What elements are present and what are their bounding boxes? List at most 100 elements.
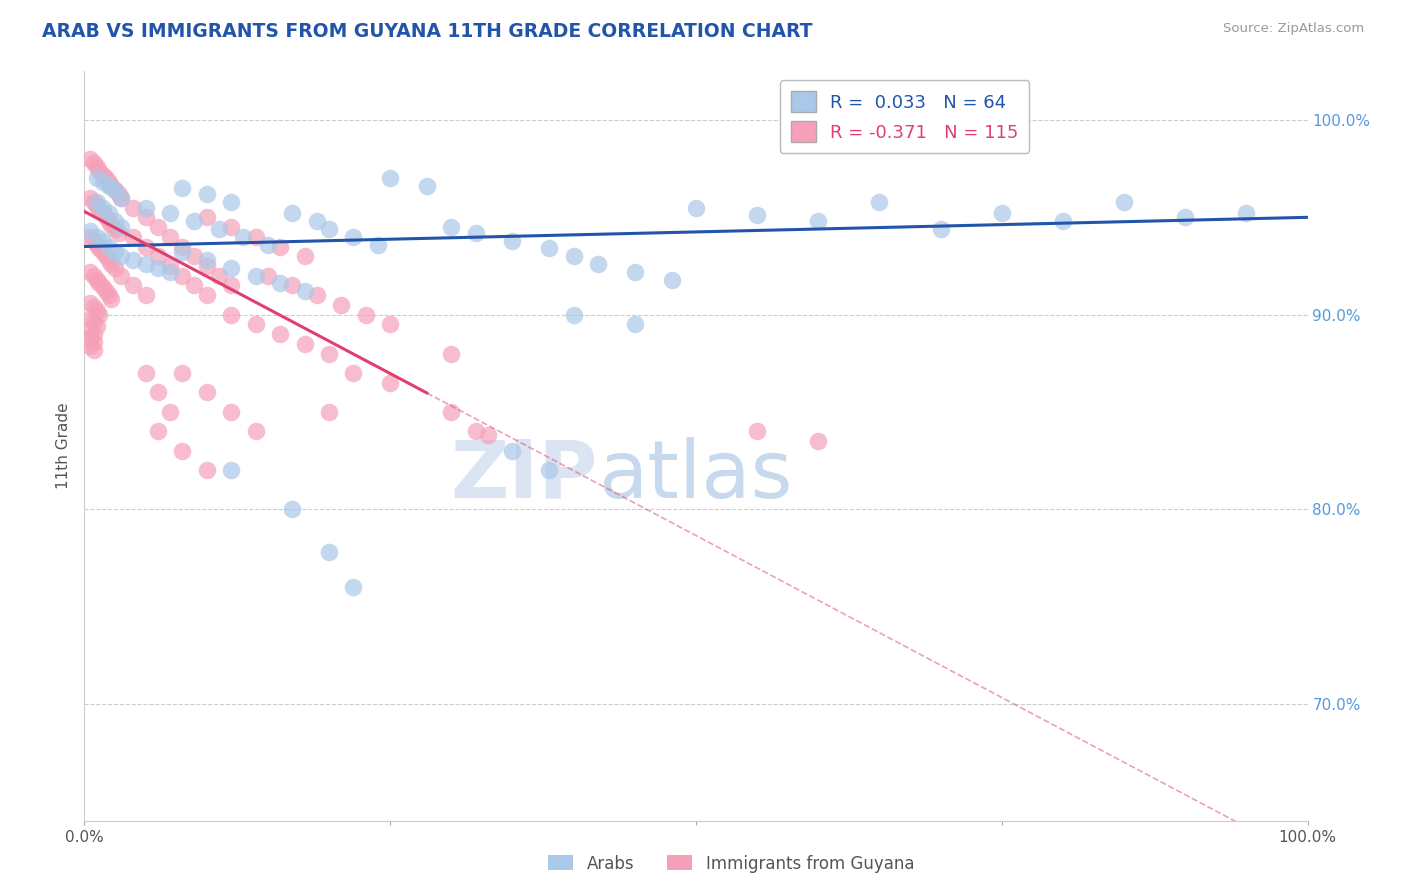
Point [208, 222, 231, 236]
Point [79, 296, 101, 310]
Point [96, 249, 118, 263]
Point [159, 265, 181, 279]
Point [440, 405, 463, 419]
Point [83, 327, 105, 342]
Point [502, 443, 524, 458]
Point [100, 218, 122, 232]
Point [146, 220, 169, 235]
Point [586, 257, 609, 271]
Point [146, 260, 169, 275]
Point [96, 285, 118, 299]
Point [305, 214, 328, 228]
Point [747, 425, 769, 439]
Point [79, 311, 101, 326]
Point [354, 308, 377, 322]
Point [869, 194, 891, 209]
Point [135, 288, 157, 302]
Point [96, 211, 118, 225]
Point [245, 318, 267, 332]
Point [104, 214, 127, 228]
Point [79, 152, 101, 166]
Point [330, 298, 353, 312]
Point [83, 334, 105, 349]
Point [232, 229, 254, 244]
Point [172, 443, 194, 458]
Point [86, 237, 108, 252]
Text: ARAB VS IMMIGRANTS FROM GUYANA 11TH GRADE CORRELATION CHART: ARAB VS IMMIGRANTS FROM GUYANA 11TH GRAD… [42, 22, 813, 41]
Point [159, 405, 181, 419]
Point [97, 214, 120, 228]
Point [135, 366, 157, 380]
Point [380, 171, 402, 186]
Point [1174, 211, 1197, 225]
Point [281, 206, 304, 220]
Point [135, 201, 157, 215]
Point [122, 278, 145, 293]
Point [1052, 214, 1074, 228]
Point [86, 303, 108, 318]
Point [83, 300, 105, 314]
Point [172, 268, 194, 283]
Point [661, 272, 683, 286]
Point [159, 259, 181, 273]
Point [79, 339, 101, 353]
Point [294, 249, 316, 263]
Point [135, 211, 157, 225]
Point [79, 265, 101, 279]
Point [86, 160, 108, 174]
Point [104, 183, 127, 197]
Point [110, 268, 132, 283]
Point [477, 428, 499, 442]
Point [122, 253, 145, 268]
Point [100, 257, 122, 271]
Point [146, 425, 169, 439]
Point [79, 224, 101, 238]
Point [110, 191, 132, 205]
Point [100, 179, 122, 194]
Point [685, 201, 707, 215]
Point [110, 191, 132, 205]
Point [219, 308, 242, 322]
Point [97, 239, 120, 253]
Point [87, 277, 110, 291]
Point [79, 331, 101, 345]
Point [269, 239, 291, 253]
Text: ZIP: ZIP [451, 437, 598, 515]
Point [87, 202, 110, 217]
Point [86, 199, 108, 213]
Text: atlas: atlas [598, 437, 793, 515]
Point [1236, 206, 1258, 220]
Point [195, 385, 218, 400]
Point [269, 327, 291, 342]
Point [245, 229, 267, 244]
Point [294, 336, 316, 351]
Point [195, 463, 218, 477]
Point [318, 405, 340, 419]
Point [79, 191, 101, 205]
Point [91, 280, 114, 294]
Point [281, 278, 304, 293]
Legend: Arabs, Immigrants from Guyana: Arabs, Immigrants from Guyana [541, 848, 921, 880]
Point [122, 229, 145, 244]
Point [172, 245, 194, 260]
Point [195, 211, 218, 225]
Point [172, 366, 194, 380]
Point [747, 208, 769, 222]
Point [294, 285, 316, 299]
Point [87, 242, 110, 256]
Point [219, 405, 242, 419]
Point [97, 288, 120, 302]
Point [100, 292, 122, 306]
Point [807, 214, 830, 228]
Point [97, 206, 120, 220]
Point [91, 206, 114, 220]
Point [91, 201, 114, 215]
Point [305, 288, 328, 302]
Point [104, 222, 127, 236]
Point [929, 222, 952, 236]
Point [104, 245, 127, 260]
Point [97, 179, 120, 194]
Point [183, 214, 205, 228]
Point [172, 181, 194, 195]
Point [807, 434, 830, 449]
